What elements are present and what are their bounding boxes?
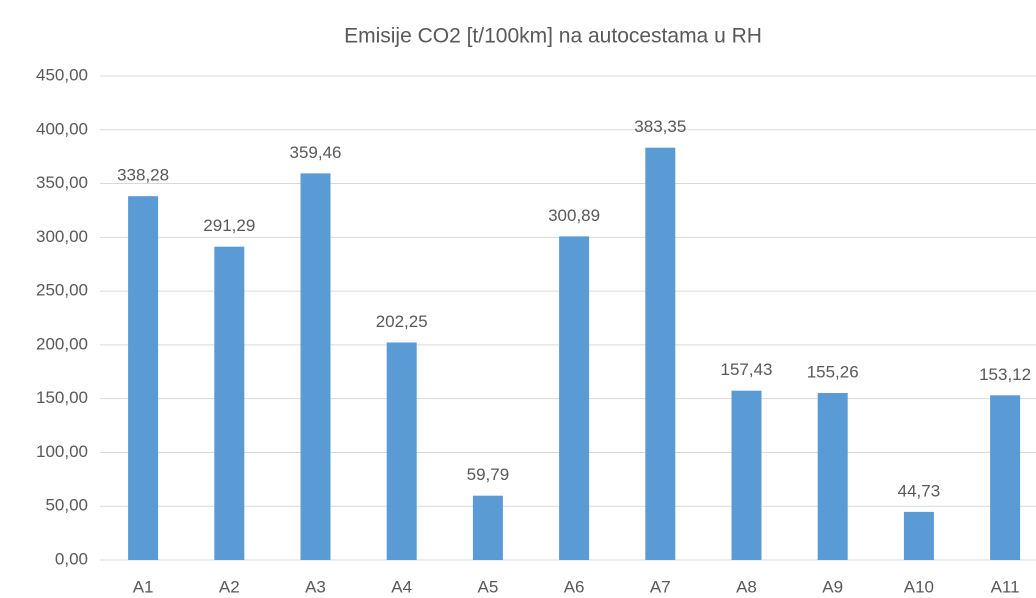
y-tick-label: 450,00	[36, 65, 88, 84]
x-tick-label: A4	[391, 577, 412, 596]
value-label: 383,35	[634, 117, 686, 136]
y-tick-label: 350,00	[36, 173, 88, 192]
bar	[645, 147, 676, 560]
y-tick-label: 300,00	[36, 227, 88, 246]
value-label: 359,46	[290, 143, 342, 162]
value-label: 44,73	[898, 481, 941, 500]
value-label: 338,28	[117, 166, 169, 185]
value-label: 202,25	[376, 312, 428, 331]
value-label: 157,43	[721, 360, 773, 379]
x-tick-label: A8	[736, 577, 757, 596]
y-tick-label: 0,00	[55, 549, 88, 568]
value-label: 155,26	[807, 362, 859, 381]
bar	[903, 511, 934, 560]
bar	[817, 393, 848, 560]
chart-title: Emisije CO2 [t/100km] na autocestama u R…	[344, 25, 762, 48]
bar	[559, 236, 590, 560]
bar	[472, 495, 503, 560]
y-tick-label: 150,00	[36, 388, 88, 407]
bar	[300, 173, 331, 560]
y-tick-label: 400,00	[36, 119, 88, 138]
bar	[990, 395, 1021, 560]
bar	[731, 390, 762, 560]
x-tick-label: A10	[904, 577, 934, 596]
bar	[386, 342, 417, 560]
bar	[214, 246, 245, 560]
x-tick-label: A5	[478, 577, 499, 596]
x-tick-label: A2	[219, 577, 240, 596]
x-tick-label: A9	[822, 577, 843, 596]
value-label: 291,29	[203, 216, 255, 235]
x-tick-label: A1	[133, 577, 154, 596]
y-tick-label: 50,00	[45, 496, 88, 515]
y-tick-label: 100,00	[36, 442, 88, 461]
x-tick-label: A7	[650, 577, 671, 596]
value-label: 59,79	[467, 465, 510, 484]
x-tick-label: A6	[564, 577, 585, 596]
x-tick-label: A11	[991, 577, 1020, 596]
y-tick-label: 200,00	[36, 334, 88, 353]
x-tick-label: A3	[305, 577, 326, 596]
value-label: 300,89	[548, 206, 600, 225]
bar	[128, 196, 159, 560]
y-tick-label: 250,00	[36, 281, 88, 300]
value-label: 153,12	[979, 365, 1031, 384]
